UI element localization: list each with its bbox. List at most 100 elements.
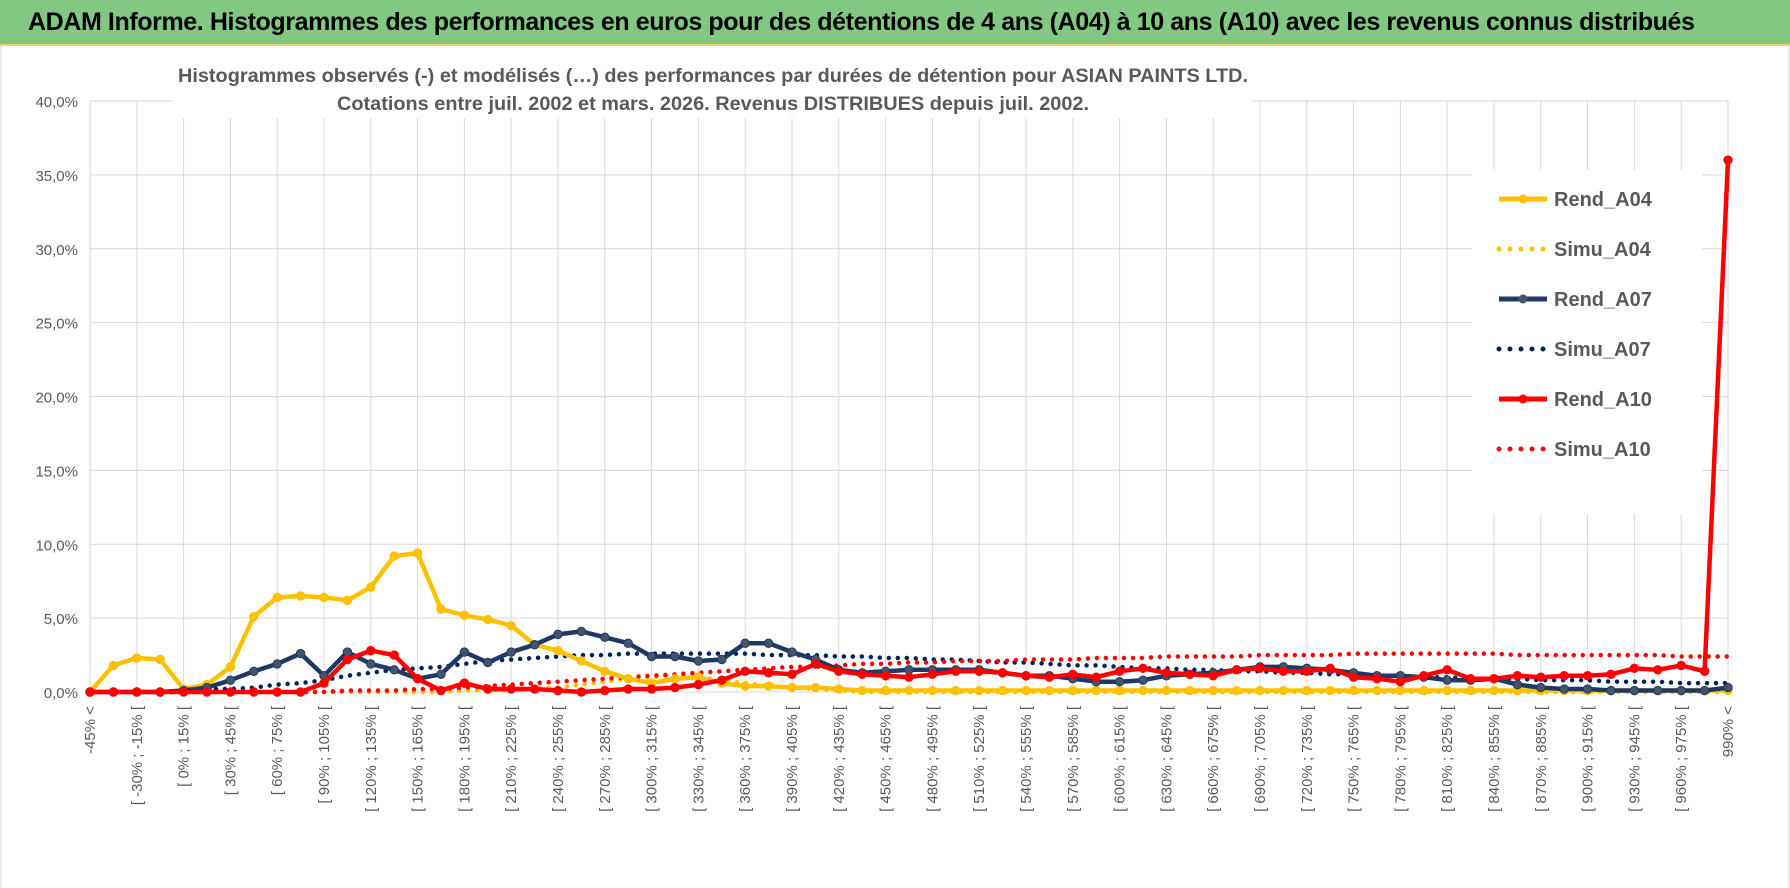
data-point-Rend_A10 xyxy=(342,654,353,665)
legend-label: Simu_A07 xyxy=(1554,339,1651,361)
data-point-Rend_A04 xyxy=(506,620,516,631)
data-point-Rend_A07 xyxy=(787,647,797,657)
x-tick-label: [ 900% ; 915% [ xyxy=(1580,705,1597,812)
data-point-Rend_A04 xyxy=(319,592,329,603)
data-point-Rend_A10 xyxy=(459,678,470,688)
x-tick-label: [ 480% ; 495% [ xyxy=(924,705,941,812)
data-point-Rend_A10 xyxy=(623,684,633,694)
data-point-Rend_A07 xyxy=(1536,682,1546,693)
data-point-Rend_A10 xyxy=(974,666,984,677)
data-point-Rend_A07 xyxy=(1699,685,1710,696)
data-point-Rend_A07 xyxy=(600,632,610,643)
data-point-Rend_A04 xyxy=(1302,685,1312,696)
x-tick-label: [ 810% ; 825% [ xyxy=(1439,705,1456,812)
x-tick-label: [ 390% ; 405% [ xyxy=(784,705,801,812)
x-tick-label: [ 180% ; 195% [ xyxy=(456,705,473,812)
data-point-Rend_A10 xyxy=(1699,666,1710,677)
data-point-Rend_A04 xyxy=(1091,685,1101,696)
data-point-Rend_A10 xyxy=(904,672,914,682)
x-tick-label: [ 750% ; 765% [ xyxy=(1346,705,1363,812)
data-point-Rend_A07 xyxy=(1114,676,1125,687)
data-point-Rend_A10 xyxy=(880,671,891,681)
data-point-Rend_A04 xyxy=(834,684,844,694)
data-point-Rend_A10 xyxy=(1161,668,1172,678)
x-tick-label: [ 780% ; 795% [ xyxy=(1392,705,1409,812)
data-point-Rend_A07 xyxy=(249,666,259,677)
x-tick-label: [ 90% ; 105% [ xyxy=(316,705,333,803)
data-point-Rend_A10 xyxy=(389,650,399,660)
data-point-Rend_A04 xyxy=(436,604,446,614)
gridlines xyxy=(89,100,1729,693)
data-point-Rend_A07 xyxy=(623,638,633,648)
data-point-Rend_A07 xyxy=(1582,684,1593,694)
data-point-Rend_A04 xyxy=(1185,685,1195,696)
data-point-Rend_A10 xyxy=(1372,674,1382,684)
data-point-Rend_A04 xyxy=(1325,685,1335,696)
data-point-Rend_A04 xyxy=(412,548,423,558)
data-point-Rend_A07 xyxy=(272,659,282,669)
data-point-Rend_A04 xyxy=(1208,685,1218,696)
data-point-Rend_A04 xyxy=(670,674,680,684)
data-point-Rend_A10 xyxy=(1582,671,1593,681)
data-point-Rend_A10 xyxy=(927,669,938,679)
data-point-Rend_A07 xyxy=(483,657,493,668)
data-point-Rend_A07 xyxy=(295,648,306,659)
data-point-Rend_A07 xyxy=(389,665,399,675)
data-point-Rend_A04 xyxy=(576,656,587,666)
x-tick-label: [ 420% ; 435% [ xyxy=(831,705,848,812)
data-point-Rend_A10 xyxy=(202,687,212,697)
data-point-Rend_A04 xyxy=(1348,685,1359,696)
legend-label: Rend_A10 xyxy=(1554,389,1652,411)
data-point-Rend_A07 xyxy=(1653,685,1663,696)
data-point-Rend_A04 xyxy=(1278,685,1289,696)
data-point-Rend_A10 xyxy=(295,687,306,697)
y-tick-label: 30,0% xyxy=(35,242,78,259)
data-point-Rend_A10 xyxy=(1629,663,1640,674)
data-point-Rend_A04 xyxy=(155,654,165,665)
chart-title-box: Histogrammes observés (-) et modélisés (… xyxy=(174,56,1252,118)
series-line-Simu_A10 xyxy=(87,651,1731,695)
series-Simu_A07 xyxy=(87,651,1731,695)
data-point-Rend_A10 xyxy=(366,645,376,656)
data-point-Rend_A10 xyxy=(1536,672,1546,682)
data-point-Rend_A10 xyxy=(272,687,282,697)
data-point-Rend_A10 xyxy=(1512,671,1523,681)
report-title: ADAM Informe. Histogrammes des performan… xyxy=(28,8,1695,36)
chart-subtitle: Cotations entre juil. 2002 et mars. 2026… xyxy=(337,93,1089,115)
x-tick-label: [ 510% ; 525% [ xyxy=(971,705,988,812)
x-tick-label: [ 30% ; 45% [ xyxy=(222,705,239,795)
data-point-Rend_A10 xyxy=(249,687,259,697)
data-point-Rend_A10 xyxy=(1255,663,1265,674)
data-point-Rend_A10 xyxy=(1676,660,1686,671)
data-point-Rend_A04 xyxy=(389,551,399,561)
data-point-Rend_A10 xyxy=(834,666,844,677)
data-point-Rend_A04 xyxy=(483,614,493,625)
data-point-Rend_A10 xyxy=(1068,669,1078,679)
data-point-Rend_A10 xyxy=(178,687,189,697)
data-point-Rend_A07 xyxy=(1138,675,1148,685)
data-point-Rend_A10 xyxy=(1278,666,1289,677)
data-point-Rend_A07 xyxy=(436,669,446,679)
legend-marker xyxy=(1518,194,1528,204)
data-point-Rend_A04 xyxy=(1044,685,1055,696)
data-point-Rend_A10 xyxy=(1559,671,1569,681)
series-line-Simu_A07 xyxy=(87,651,1731,695)
x-tick-label: [ 720% ; 735% [ xyxy=(1299,705,1316,812)
data-point-Rend_A07 xyxy=(670,651,680,662)
data-point-Rend_A07 xyxy=(717,654,727,665)
data-point-Rend_A07 xyxy=(553,629,563,640)
data-point-Rend_A04 xyxy=(132,653,142,663)
data-point-Rend_A04 xyxy=(927,685,938,696)
data-point-Rend_A10 xyxy=(108,687,119,697)
data-point-Rend_A07 xyxy=(506,647,516,657)
x-axis: -45% < [ -30% ; -15% [[ 0% ; 15% [[ 30% ;… xyxy=(82,705,1737,812)
data-point-Rend_A07 xyxy=(1629,685,1640,696)
x-tick-label: [ 240% ; 255% [ xyxy=(550,705,567,812)
data-point-Rend_A07 xyxy=(763,638,774,648)
data-point-Rend_A04 xyxy=(787,682,797,693)
data-point-Rend_A10 xyxy=(1044,672,1055,682)
data-point-Rend_A04 xyxy=(1395,685,1406,696)
series-Simu_A10 xyxy=(87,651,1731,695)
data-point-Rend_A04 xyxy=(459,610,470,620)
x-tick-label: [ 690% ; 705% [ xyxy=(1252,705,1269,812)
